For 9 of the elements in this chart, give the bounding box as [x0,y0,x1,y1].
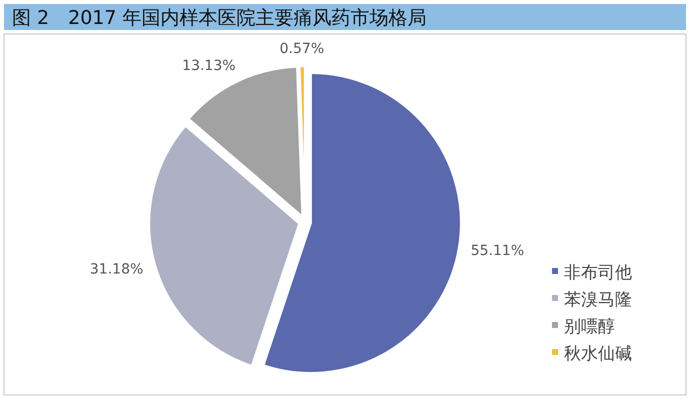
chart-title: 图 2 2017 年国内样本医院主要痛风药市场格局 [12,7,427,29]
legend-label: 秋水仙碱 [564,344,632,364]
data-label: 31.18% [90,261,144,278]
data-label: 0.57% [280,41,324,58]
legend-label: 非布司他 [564,263,632,283]
legend-label: 苯溴马隆 [564,290,632,310]
legend-label: 别嘌醇 [564,317,615,337]
data-label: 55.11% [470,242,524,259]
data-label: 13.13% [182,58,236,74]
